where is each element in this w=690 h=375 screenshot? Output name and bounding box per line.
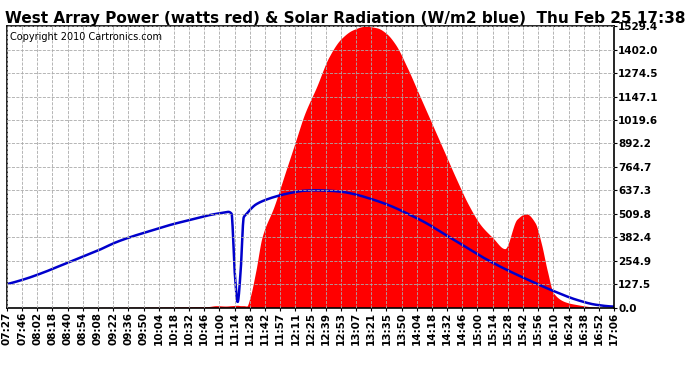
Text: Copyright 2010 Cartronics.com: Copyright 2010 Cartronics.com bbox=[10, 32, 162, 42]
Text: West Array Power (watts red) & Solar Radiation (W/m2 blue)  Thu Feb 25 17:38: West Array Power (watts red) & Solar Rad… bbox=[5, 11, 685, 26]
